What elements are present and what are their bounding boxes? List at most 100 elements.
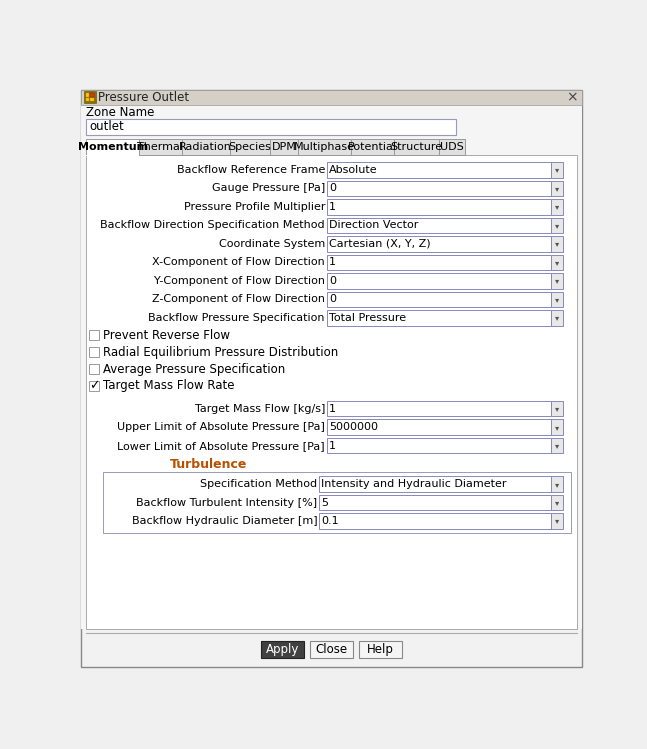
Text: Backflow Reference Frame: Backflow Reference Frame: [177, 165, 325, 175]
Bar: [551, 218, 563, 233]
Text: ▾: ▾: [555, 276, 559, 285]
Text: 0: 0: [329, 184, 336, 193]
Text: Radial Equilibrium Pressure Distribution: Radial Equilibrium Pressure Distribution: [103, 345, 338, 359]
Bar: [85, 93, 89, 97]
Bar: [230, 139, 270, 154]
Text: ▾: ▾: [555, 240, 559, 249]
Bar: [551, 401, 563, 416]
Bar: [86, 154, 577, 629]
Text: Absolute: Absolute: [329, 165, 377, 175]
Text: 5: 5: [321, 497, 328, 508]
Text: Turbulence: Turbulence: [170, 458, 247, 470]
Text: Gauge Pressure [Pa]: Gauge Pressure [Pa]: [212, 184, 325, 193]
Text: Target Mass Flow Rate: Target Mass Flow Rate: [103, 380, 234, 392]
Text: Radiation: Radiation: [179, 142, 232, 152]
Bar: [261, 641, 304, 658]
Text: Total Pressure: Total Pressure: [329, 313, 406, 323]
Bar: [359, 641, 402, 658]
Bar: [327, 438, 551, 453]
Text: ▾: ▾: [555, 258, 559, 267]
Bar: [551, 291, 563, 307]
Text: Cartesian (X, Y, Z): Cartesian (X, Y, Z): [329, 239, 430, 249]
Bar: [327, 419, 551, 435]
Text: Close: Close: [316, 643, 347, 656]
Bar: [551, 199, 563, 215]
Text: 1: 1: [329, 404, 336, 413]
Bar: [311, 641, 353, 658]
Text: ▾: ▾: [555, 313, 559, 322]
Text: Help: Help: [367, 643, 394, 656]
Text: ▾: ▾: [555, 295, 559, 304]
Bar: [551, 513, 563, 529]
Text: 1: 1: [329, 202, 336, 212]
Text: ▾: ▾: [555, 404, 559, 413]
Text: Apply: Apply: [266, 643, 300, 656]
Bar: [89, 364, 100, 374]
Text: ▾: ▾: [555, 479, 559, 488]
Text: UDS: UDS: [440, 142, 464, 152]
Bar: [84, 91, 96, 103]
Text: Pressure Outlet: Pressure Outlet: [98, 91, 189, 104]
Text: ▾: ▾: [555, 184, 559, 193]
Text: ▾: ▾: [555, 498, 559, 507]
Text: Backflow Hydraulic Diameter [m]: Backflow Hydraulic Diameter [m]: [131, 516, 317, 526]
Text: 1: 1: [329, 440, 336, 451]
Text: 1: 1: [329, 258, 336, 267]
Bar: [86, 154, 139, 156]
Text: Specification Method: Specification Method: [200, 479, 317, 489]
Text: Direction Vector: Direction Vector: [329, 220, 418, 231]
Text: X-Component of Flow Direction: X-Component of Flow Direction: [152, 258, 325, 267]
Bar: [86, 139, 139, 154]
Bar: [81, 90, 582, 106]
Text: Backflow Turbulent Intensity [%]: Backflow Turbulent Intensity [%]: [136, 497, 317, 508]
Bar: [327, 236, 551, 252]
Bar: [551, 236, 563, 252]
Bar: [298, 139, 351, 154]
Text: ▾: ▾: [555, 221, 559, 230]
Text: Intensity and Hydraulic Diameter: Intensity and Hydraulic Diameter: [321, 479, 507, 489]
Text: Average Pressure Specification: Average Pressure Specification: [103, 363, 285, 375]
Bar: [319, 476, 551, 492]
Bar: [327, 291, 551, 307]
Bar: [319, 495, 551, 510]
Bar: [551, 438, 563, 453]
Text: Zone Name: Zone Name: [86, 106, 155, 120]
Bar: [327, 218, 551, 233]
Bar: [551, 476, 563, 492]
Text: Species: Species: [228, 142, 271, 152]
Bar: [270, 139, 298, 154]
Bar: [89, 381, 100, 391]
Bar: [319, 513, 551, 529]
Bar: [551, 419, 563, 435]
Bar: [551, 310, 563, 326]
Bar: [86, 154, 577, 155]
Text: Coordinate System: Coordinate System: [219, 239, 325, 249]
Text: 0.1: 0.1: [321, 516, 339, 526]
Text: Lower Limit of Absolute Pressure [Pa]: Lower Limit of Absolute Pressure [Pa]: [117, 440, 325, 451]
Text: ×: ×: [566, 91, 578, 105]
Bar: [85, 97, 89, 101]
Text: 0: 0: [329, 276, 336, 286]
Text: Potential: Potential: [348, 142, 397, 152]
Text: ▾: ▾: [555, 166, 559, 175]
Bar: [182, 139, 230, 154]
Bar: [90, 97, 94, 101]
Bar: [351, 139, 394, 154]
Bar: [439, 139, 465, 154]
Text: Thermal: Thermal: [137, 142, 183, 152]
Text: Backflow Direction Specification Method: Backflow Direction Specification Method: [100, 220, 325, 231]
Text: ▾: ▾: [555, 202, 559, 211]
Text: Pressure Profile Multiplier: Pressure Profile Multiplier: [184, 202, 325, 212]
Bar: [89, 347, 100, 357]
Text: ▾: ▾: [555, 422, 559, 431]
Text: DPM: DPM: [272, 142, 296, 152]
Bar: [90, 93, 94, 97]
Text: Target Mass Flow [kg/s]: Target Mass Flow [kg/s]: [195, 404, 325, 413]
Text: Backflow Pressure Specification: Backflow Pressure Specification: [149, 313, 325, 323]
Bar: [551, 163, 563, 178]
Text: Prevent Reverse Flow: Prevent Reverse Flow: [103, 329, 230, 342]
Text: Structure: Structure: [390, 142, 443, 152]
Bar: [103, 472, 571, 533]
Bar: [139, 139, 182, 154]
Bar: [551, 273, 563, 288]
